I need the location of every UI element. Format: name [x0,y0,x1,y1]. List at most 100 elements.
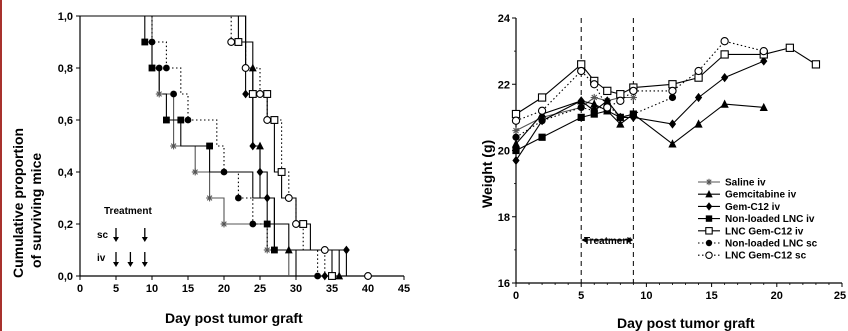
survival-censor-mark-shape [263,90,272,98]
survival-censor-mark [163,116,170,124]
survival-censor-mark-shape [314,272,321,280]
weight-data-point-shape [694,119,703,128]
weight-data-point-shape [629,110,637,118]
survival-censor-mark-shape [184,116,192,124]
survival-censor-mark [234,38,243,46]
survival-censor-mark-shape [263,116,272,124]
weight-data-point-shape [721,73,729,83]
survival-x-tick-label: 25 [254,283,266,295]
weight-y-tick-label: 22 [498,79,510,91]
survival-censor-mark-shape [299,220,308,228]
survival-censor-mark [148,38,156,46]
survival-censor-mark [170,142,177,150]
weight-data-point [785,43,794,52]
weight-data-point-shape [577,96,585,106]
survival-censor-mark [263,193,271,203]
survival-censor-mark-shape [249,220,257,228]
weight-data-point-shape [668,86,677,96]
survival-x-tick-label: 10 [146,283,158,295]
weight-data-point [720,37,729,46]
weight-data-point-shape [512,155,520,166]
weight-data-point [721,73,729,83]
weight-data-point-shape [760,56,768,66]
survival-censor-mark [263,116,272,124]
weight-y-tick-label: 16 [498,278,510,290]
weight-x-tick-label: 20 [771,290,783,302]
weight-data-point [811,60,821,69]
survival-censor-mark [256,90,264,98]
weight-y-ticks: 16 18 20 22 24 [498,13,516,290]
survival-censor-mark-shape [155,64,163,72]
survival-y-ticks: 0,0 0,2 0,4 0,6 0,8 1,0 [58,11,80,283]
survival-x-tick-label: 0 [77,283,83,295]
weight-data-point [512,127,520,135]
weight-data-point [511,139,521,148]
treatment-arrow-left-head [581,236,588,243]
weight-data-point [590,80,599,89]
survival-series-line-2 [80,15,297,276]
weight-data-point [512,133,520,141]
survival-censor-mark [206,194,213,202]
weight-data-point [616,96,625,105]
survival-censor-mark-shape [335,271,344,280]
weight-series-line [515,110,634,151]
weight-x-tick-label: 25 [834,290,846,302]
survival-censor-mark [270,116,279,124]
weight-y-tick-label: 18 [498,212,510,224]
weight-series-7 [511,37,768,125]
survival-censor-mark [248,63,257,72]
weight-data-point [668,119,677,129]
weight-data-point-shape [538,133,546,141]
weight-series-line [515,40,764,122]
weight-data-point-shape [590,107,598,115]
weight-data-point [590,99,599,108]
survival-censor-mark-shape [284,194,293,202]
weight-data-point-shape [512,133,520,141]
weight-data-point [616,119,625,128]
weight-data-point-shape [577,103,585,112]
survival-censor-mark-shape [170,90,178,98]
weight-data-point [512,155,520,166]
survival-censor-mark [263,246,271,254]
survival-censor-mark [299,220,308,228]
survival-censor-mark-shape [271,246,278,254]
survival-censor-mark-shape [248,90,257,98]
weight-data-point-shape [616,119,625,128]
survival-censor-mark [220,168,228,176]
weight-data-point-shape [668,93,677,102]
survival-x-axis-title: Day post tumor graft [165,310,303,326]
weight-series-line [515,96,673,138]
legend-label: LNC Gem-C12 iv [725,226,804,237]
survival-y-axis-title-line1: Cumulative proportion [10,128,26,278]
survival-y-tick-label: 0,2 [58,219,73,231]
survival-axes [79,16,404,277]
survival-censor-mark [321,271,329,281]
legend-marker-shape [705,251,713,259]
survival-censor-mark [284,245,293,254]
survival-censor-mark [335,271,344,280]
weight-y-tick-label: 24 [498,13,511,25]
survival-x-tick-label: 40 [362,283,374,295]
survival-series-line-7 [80,15,340,276]
survival-censor-mark [256,141,264,150]
weight-data-point [629,110,637,118]
survival-censor-mark [155,64,163,72]
legend-marker-shape [705,227,713,235]
survival-censor-mark [191,168,199,176]
weight-data-point [537,93,547,102]
weight-data-point [538,117,546,125]
survival-censor-mark-shape [177,116,185,124]
legend-marker [705,227,713,235]
weight-data-point [577,103,585,112]
weight-x-axis-title: Day post tumor graft [617,315,755,331]
weight-x-tick-label: 10 [640,290,652,302]
legend-label: Saline iv [725,178,766,189]
treatment-arrow-right-head [627,236,634,243]
weight-data-point [616,113,624,121]
survival-censor-mark-shape [284,245,293,254]
survival-censor-mark [263,220,271,228]
treatment-dashed-lines [580,18,634,283]
survival-censor-mark-shape [148,64,156,72]
weight-treatment-label: Treatment [584,236,632,247]
